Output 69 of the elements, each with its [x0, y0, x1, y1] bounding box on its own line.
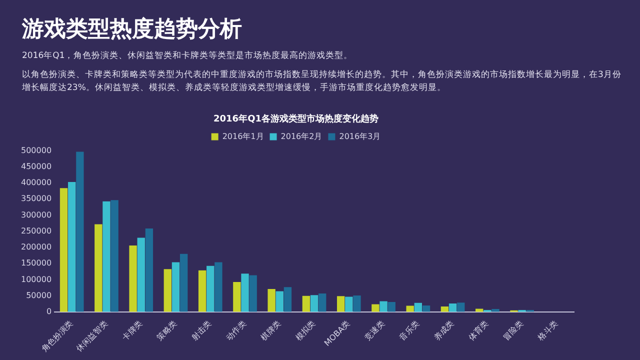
bar: [388, 302, 396, 312]
x-tick-label: 模拟类: [294, 318, 318, 342]
bar: [206, 266, 214, 312]
bar: [233, 282, 241, 312]
text: 2016年Q1，角色扮演类、休闲益智类和卡牌类等类型是市场热度最高的游戏类型。: [22, 50, 354, 63]
chart-title: 游戏类型热度趋势分析: [22, 16, 242, 44]
bar: [276, 291, 284, 312]
x-tick-label: 射击类: [190, 318, 214, 342]
bar: [180, 254, 188, 312]
bar: [406, 306, 414, 312]
bar: [448, 304, 457, 312]
x-tick-label: 冒险类: [502, 318, 525, 342]
x-tick-label: 音乐类: [398, 318, 422, 342]
y-tick-label: 150000: [20, 258, 52, 268]
legend-label: 2016年2月: [280, 132, 322, 141]
y-tick-label: 350000: [20, 194, 52, 204]
bar: [241, 274, 249, 312]
bar: [129, 246, 137, 312]
chart-subtitle: 2016年Q1各游戏类型市场热度变化趋势: [214, 114, 378, 125]
bar: [284, 287, 292, 312]
x-tick-label: 格斗类: [536, 318, 560, 343]
x-tick-label: 卡牌类: [120, 318, 144, 342]
bar: [336, 296, 345, 312]
bar: [172, 262, 180, 312]
x-tick-label: 棋牌类: [259, 318, 283, 342]
legend-label: 2016年1月: [222, 132, 264, 141]
y-tick-label: 0: [46, 307, 52, 316]
bar: [145, 228, 154, 312]
x-tick-label: 休闲益智类: [74, 318, 110, 354]
y-tick-label: 450000: [20, 162, 52, 171]
bar: [137, 238, 145, 312]
bar: [345, 296, 353, 312]
x-tick-label: 养成类: [432, 318, 456, 342]
bar: [492, 309, 500, 312]
y-tick-label: 500000: [20, 146, 52, 155]
bar: [380, 301, 388, 312]
legend-label: 2016年3月: [339, 132, 381, 141]
bar: [353, 295, 361, 312]
bar: [164, 269, 172, 312]
x-tick-label: 体育类: [466, 318, 490, 342]
bar: [422, 305, 430, 312]
text: 以角色扮演类、卡牌类和策略类等类型为代表的中重度游戏的市场指数呈现持续增长的趋势。其中，角色扮演类游戏的市场指数增长最为明显，在3月份增长幅度达23%。休闲益智类、模拟类、养成类等轻度游戏类型增速缓慢，手游市场重度化趋势愈发明显。: [22, 69, 622, 95]
x-tick-label: 角色扮演类: [40, 318, 75, 354]
y-tick-label: 50000: [26, 290, 52, 300]
bar: [318, 294, 326, 312]
bar: [476, 308, 484, 312]
bar: [249, 275, 257, 312]
y-tick-label: 200000: [20, 242, 52, 252]
bar: [60, 188, 68, 312]
bar: [268, 289, 276, 312]
bar: [214, 262, 222, 312]
bar: [198, 270, 206, 312]
y-tick-label: 100000: [20, 274, 52, 284]
bar: [457, 302, 465, 312]
bar: [76, 152, 84, 312]
y-tick-label: 300000: [20, 210, 52, 220]
bar: [414, 302, 422, 312]
bar: [302, 296, 310, 312]
bar: [102, 201, 110, 312]
y-tick-label: 400000: [20, 178, 52, 188]
bar: [94, 224, 102, 312]
bar: [372, 304, 380, 312]
bar: [68, 182, 76, 312]
x-tick-label: 策略类: [155, 318, 179, 342]
bar: [310, 295, 318, 312]
x-tick-label: 竞速类: [363, 318, 386, 342]
bar: [110, 200, 118, 312]
x-tick-label: 动作类: [224, 318, 248, 342]
y-tick-label: 250000: [20, 226, 52, 236]
